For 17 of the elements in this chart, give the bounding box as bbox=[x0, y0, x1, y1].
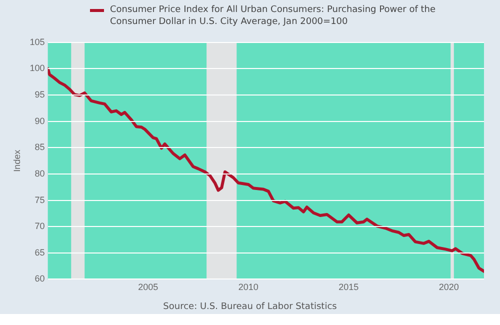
y-axis-title: Index bbox=[12, 149, 22, 172]
y-tick-label: 100 bbox=[30, 63, 45, 74]
x-tick-label: 2015 bbox=[338, 282, 359, 292]
y-tick-label: 65 bbox=[34, 247, 45, 258]
x-tick-label: 2005 bbox=[138, 282, 158, 292]
source-note: Source: U.S. Bureau of Labor Statistics bbox=[162, 301, 338, 312]
y-tick-label: 80 bbox=[34, 168, 45, 178]
y-tick-label: 75 bbox=[34, 194, 45, 205]
y-tick-label: 90 bbox=[34, 116, 45, 126]
x-tick-label: 2020 bbox=[438, 282, 459, 292]
y-tick-label: 105 bbox=[30, 36, 45, 47]
x-tick-label: 2010 bbox=[238, 282, 258, 292]
y-tick-label: 85 bbox=[34, 142, 45, 152]
y-tick-label: 70 bbox=[34, 221, 45, 232]
y-tick-label: 95 bbox=[34, 90, 45, 100]
legend-label: Consumer Price Index for All Urban Consumers: Purchasing Power of the Consumer Dollar in U.S. City Average, Jan 2000=100 bbox=[110, 4, 437, 28]
y-tick-label: 60 bbox=[34, 274, 45, 284]
